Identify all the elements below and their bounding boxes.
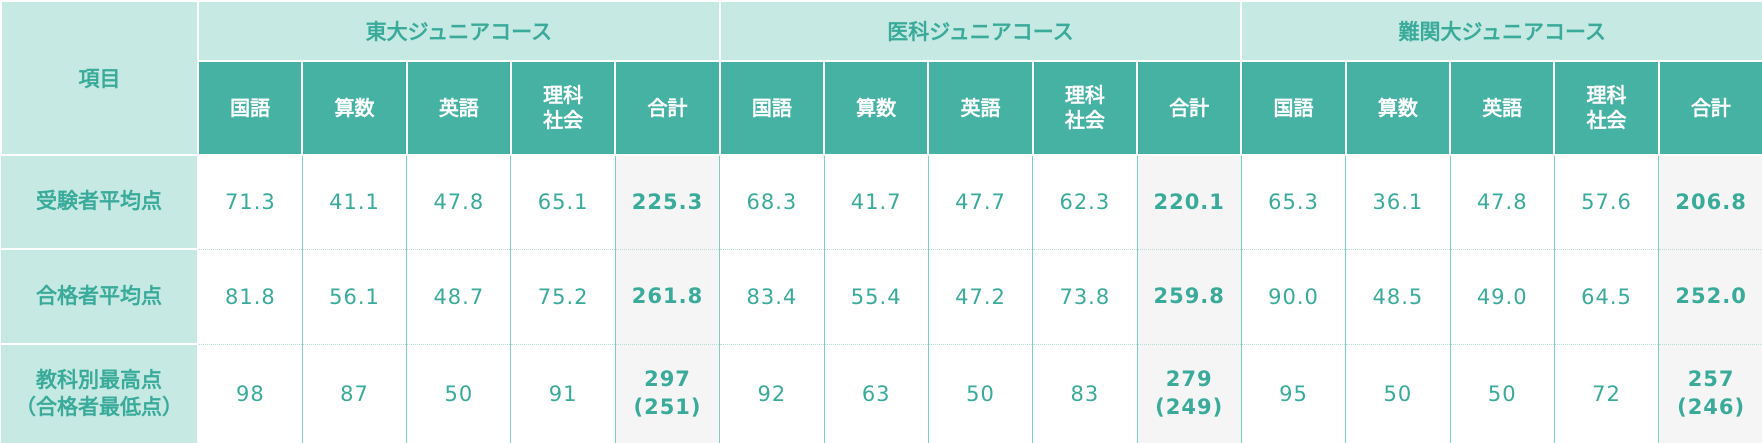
score-cell: 64.5 — [1553, 249, 1659, 345]
subject-header: 算数 — [1344, 60, 1452, 156]
score-cell: 75.2 — [510, 249, 616, 345]
score-cell: 65.1 — [510, 155, 616, 250]
score-cell: 62.3 — [1032, 155, 1137, 250]
data-row: 合格者平均点 81.8 56.1 48.7 75.2 261.8 83.4 55.4 47.2 7… — [1, 248, 1762, 345]
subject-header: 英語 — [1449, 60, 1556, 156]
score-cell: 48.7 — [406, 249, 511, 345]
subject-header: 理科 社会 — [509, 60, 617, 156]
total-cell: 259.8 — [1136, 249, 1242, 345]
group-header: 医科ジュニアコース — [718, 0, 1243, 62]
score-cell: 57.6 — [1553, 155, 1659, 250]
table-head: 項目 東大ジュニアコース 医科ジュニアコース 難関大ジュニアコース 国語 算数 英語 理科 社… — [0, 0, 1762, 156]
score-cell: 50 — [1345, 344, 1451, 443]
subject-header: 国語 — [718, 60, 826, 156]
score-cell: 92 — [719, 344, 825, 443]
subject-header: 理科 社会 — [1031, 60, 1139, 156]
score-cell: 63 — [823, 344, 929, 443]
score-cell: 48.5 — [1345, 249, 1451, 345]
score-cell: 50 — [406, 344, 511, 443]
corner-header: 項目 — [0, 0, 199, 156]
score-cell: 73.8 — [1032, 249, 1137, 345]
score-cell: 47.8 — [406, 155, 511, 250]
total-cell: 206.8 — [1658, 155, 1762, 250]
total-cell: 252.0 — [1658, 249, 1762, 345]
score-cell: 95 — [1240, 344, 1346, 443]
subject-row: 国語 算数 英語 理科 社会 合計 国語 算数 英語 理科 社会 合計 国語 算数 英語 理科 社会 合計 — [1, 60, 1762, 156]
total-cell: 261.8 — [614, 249, 720, 345]
score-cell: 47.7 — [927, 155, 1033, 250]
score-cell: 71.3 — [197, 155, 303, 250]
score-cell: 50 — [1449, 344, 1555, 443]
score-cell: 91 — [510, 344, 616, 443]
score-cell: 68.3 — [719, 155, 825, 250]
subject-header: 合計 — [1657, 60, 1762, 156]
total-cell: 297 (251) — [614, 344, 720, 443]
score-cell: 41.1 — [301, 155, 407, 250]
data-row: 受験者平均点 71.3 41.1 47.8 65.1 225.3 68.3 41.7 47.7 6… — [1, 154, 1762, 250]
total-cell: 279 (249) — [1136, 344, 1242, 443]
data-row: 教科別最高点 （合格者最低点） 98 87 50 91 297 (251) 92 63 50 83… — [1, 343, 1762, 443]
score-cell: 50 — [927, 344, 1033, 443]
score-cell: 49.0 — [1449, 249, 1555, 345]
subject-header: 英語 — [927, 60, 1034, 156]
score-cell: 90.0 — [1240, 249, 1346, 345]
total-cell: 257 (246) — [1658, 344, 1762, 443]
subject-header: 英語 — [405, 60, 512, 156]
score-cell: 87 — [301, 344, 407, 443]
subject-header: 合計 — [1135, 60, 1243, 156]
score-cell: 72 — [1553, 344, 1659, 443]
subject-header: 算数 — [301, 60, 408, 156]
subject-header: 算数 — [823, 60, 930, 156]
score-cell: 65.3 — [1240, 155, 1346, 250]
score-cell: 47.2 — [927, 249, 1033, 345]
score-cell: 56.1 — [301, 249, 407, 345]
total-cell: 225.3 — [614, 155, 720, 250]
score-cell: 83.4 — [719, 249, 825, 345]
total-cell: 220.1 — [1136, 155, 1242, 250]
score-cell: 55.4 — [823, 249, 929, 345]
score-cell: 98 — [197, 344, 303, 443]
table-body: 受験者平均点 71.3 41.1 47.8 65.1 225.3 68.3 41.7 47.7 6… — [1, 154, 1762, 443]
subject-header: 国語 — [1240, 60, 1347, 156]
group-row: 項目 東大ジュニアコース 医科ジュニアコース 難関大ジュニアコース — [0, 0, 1762, 156]
score-cell: 47.8 — [1449, 155, 1555, 250]
subject-header: 理科 社会 — [1553, 60, 1660, 156]
subject-header: 国語 — [196, 60, 304, 156]
score-cell: 81.8 — [197, 249, 303, 345]
score-cell: 36.1 — [1345, 155, 1451, 250]
row-label: 合格者平均点 — [1, 248, 199, 345]
score-cell: 83 — [1032, 344, 1137, 443]
group-header: 東大ジュニアコース — [197, 0, 721, 62]
group-header: 難関大ジュニアコース — [1240, 0, 1762, 62]
subject-header: 合計 — [614, 60, 721, 156]
score-cell: 41.7 — [823, 155, 929, 250]
row-label: 受験者平均点 — [1, 154, 199, 250]
row-label: 教科別最高点 （合格者最低点） — [1, 343, 199, 443]
